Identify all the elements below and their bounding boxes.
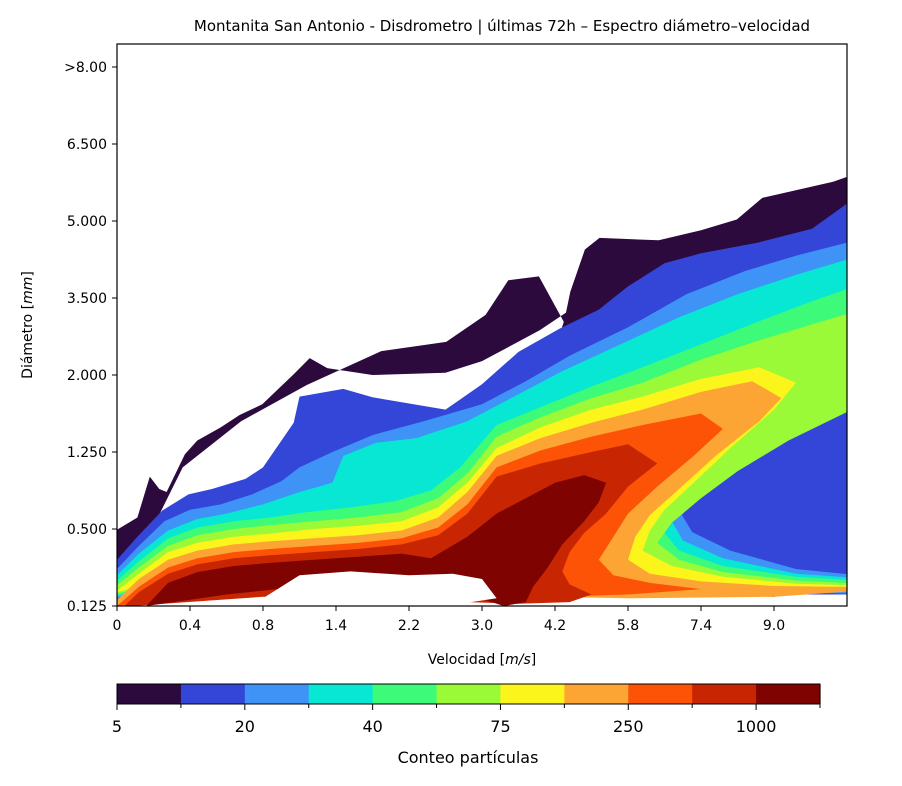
contour-hole-1 xyxy=(263,571,497,606)
y-tick-label: 6.500 xyxy=(67,137,107,153)
colorbar: 5 20 40 75 250 1000 xyxy=(112,683,821,736)
colorbar-tick-label: 1000 xyxy=(736,717,777,736)
y-axis-label: Diámetro [mm] xyxy=(20,271,36,379)
colorbar-segment xyxy=(436,684,502,704)
colorbar-segment xyxy=(372,684,438,704)
y-tick-label: 1.250 xyxy=(67,445,107,461)
colorbar-segment xyxy=(564,684,629,704)
chart-title: Montanita San Antonio - Disdrometro | úl… xyxy=(194,17,810,35)
y-tick-label: 0.125 xyxy=(67,599,107,615)
y-tick-label: >8.00 xyxy=(64,60,107,76)
x-tick-label: 0 xyxy=(113,618,122,634)
colorbar-tick-label: 20 xyxy=(235,717,255,736)
x-tick-label: 5.8 xyxy=(617,618,639,634)
colorbar-label: Conteo partículas xyxy=(398,748,539,767)
y-tick-label: 2.000 xyxy=(67,368,107,384)
x-tick-label: 9.0 xyxy=(763,618,785,634)
colorbar-segment xyxy=(308,684,374,704)
x-axis-label: Velocidad [m/s] xyxy=(428,652,537,668)
colorbar-segment xyxy=(628,684,693,704)
colorbar-segment xyxy=(180,684,246,704)
x-tick-label: 4.2 xyxy=(544,618,566,634)
x-tick-label: 3.0 xyxy=(471,618,493,634)
colorbar-tick-label: 250 xyxy=(613,717,644,736)
contour-level-6 xyxy=(117,313,847,594)
colorbar-segment xyxy=(244,684,310,704)
y-tick-label: 3.500 xyxy=(67,291,107,307)
x-tick-label: 2.2 xyxy=(398,618,420,634)
colorbar-tick-label: 5 xyxy=(112,717,122,736)
colorbar-segment xyxy=(756,684,821,704)
y-tick-label: 5.000 xyxy=(67,214,107,230)
colorbar-tick-label: 75 xyxy=(490,717,510,736)
contour-level-11 xyxy=(146,475,607,606)
colorbar-tick-label: 40 xyxy=(362,717,382,736)
contour-fills xyxy=(117,176,847,606)
x-tick-label: 7.4 xyxy=(690,618,712,634)
x-tick-label: 0.4 xyxy=(179,618,201,634)
colorbar-segment xyxy=(692,684,757,704)
y-tick-label: 0.500 xyxy=(67,522,107,538)
colorbar-segment xyxy=(117,684,182,704)
plot-area: 0 0.4 0.8 1.4 2.2 3.0 4.2 5.8 7.4 9.0 0.125 0.500 1.… xyxy=(64,43,848,634)
x-tick-label: 1.4 xyxy=(325,618,347,634)
x-tick-label: 0.8 xyxy=(252,618,274,634)
colorbar-frame xyxy=(116,683,821,705)
colorbar-segment xyxy=(500,684,565,704)
